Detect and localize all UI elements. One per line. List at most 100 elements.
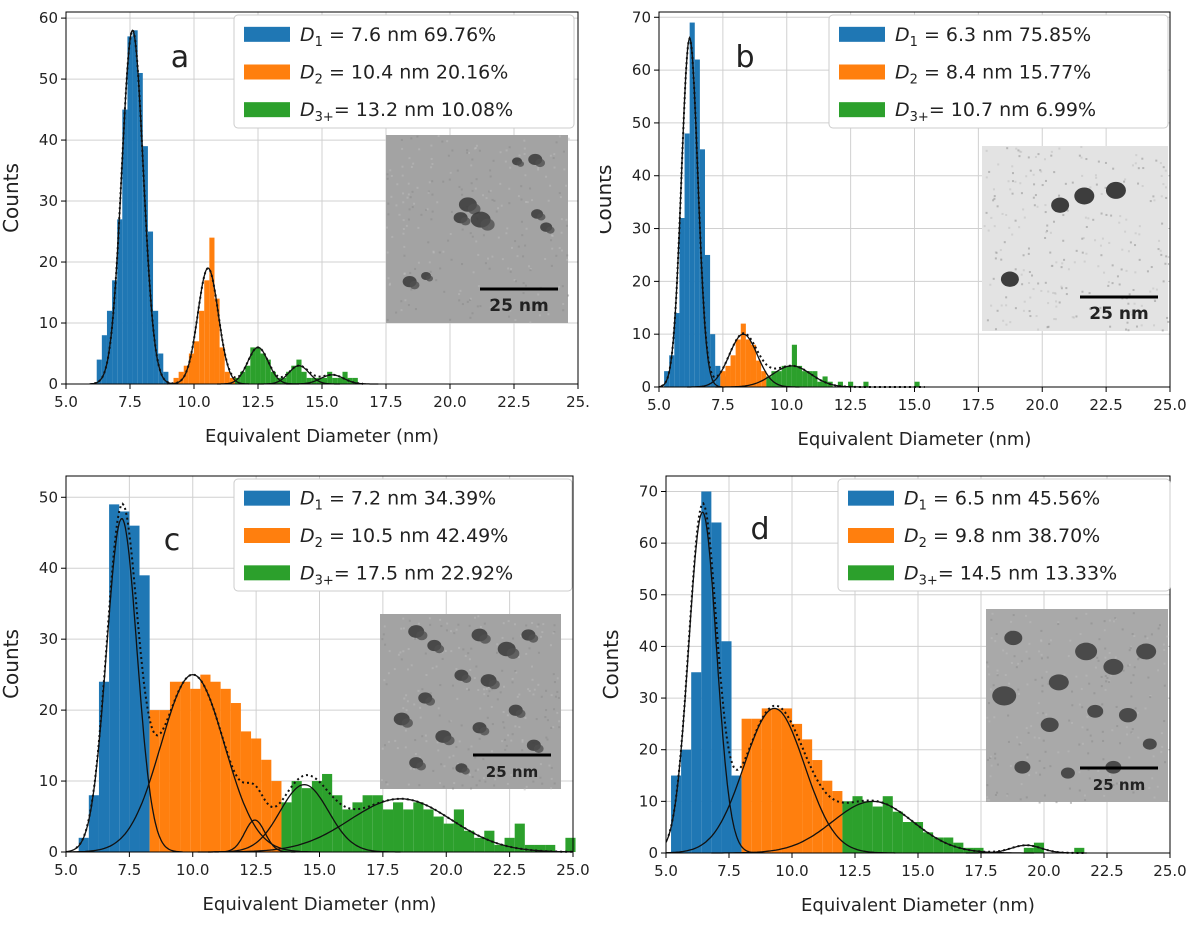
histogram-bar-d3plus — [796, 365, 803, 387]
histogram-bar-d2 — [741, 718, 752, 853]
histogram-bar-d3plus — [802, 371, 808, 387]
tem-inset-image — [386, 135, 570, 324]
histogram-bar-d2 — [802, 739, 813, 853]
legend-entry: D3+= 17.5 nm 22.92% — [300, 562, 513, 588]
histogram-bar-d3plus — [433, 816, 444, 852]
histogram-bar-d2 — [214, 298, 220, 384]
tem-inset-image — [380, 614, 561, 791]
y-tick-label: 40 — [39, 131, 58, 149]
histogram-bar-d3plus — [342, 809, 353, 852]
histogram-bar-d2 — [240, 731, 252, 852]
scale-bar-label: 25 nm — [1093, 776, 1145, 794]
x-axis-label: Equivalent Diameter (nm) — [205, 426, 439, 447]
plot-frame — [65, 475, 574, 853]
gaussian-fit-line — [658, 37, 723, 388]
legend-entry: D1 = 7.2 nm 34.39% — [300, 488, 496, 514]
histogram-bar-d1 — [112, 280, 118, 384]
x-tick-label: 20.0 — [433, 393, 466, 411]
histogram-bar-d3plus — [301, 371, 307, 384]
histogram-bar-d1 — [142, 146, 148, 384]
gaussian-fit-line — [66, 673, 320, 853]
histogram-bar-d1 — [101, 335, 107, 384]
histogram-bar-d2 — [180, 681, 191, 852]
histogram-bar-d3plus — [234, 377, 241, 384]
y-tick-label: 50 — [39, 70, 58, 88]
x-tick-label: 15.0 — [303, 861, 336, 879]
plot-frame — [65, 11, 579, 385]
histogram-bar-d3plus — [842, 801, 853, 853]
histogram-bar-d1 — [691, 672, 702, 853]
histogram-bar-d2 — [251, 738, 262, 852]
x-tick-label: 10.0 — [176, 861, 209, 879]
y-tick-label: 10 — [39, 314, 58, 332]
histogram-bar-d3plus — [306, 377, 312, 384]
histogram-bar-d3plus — [912, 822, 924, 853]
x-tick-label: 12.5 — [241, 393, 274, 411]
chart-svg-a: 5.0 7.5 10.0 12.5 15.0 17.5 20.0 22.5 25. 0 10 20 30… — [0, 9, 590, 447]
histogram-bar-d3plus — [382, 809, 394, 852]
histogram-bar-d2 — [745, 339, 751, 387]
histogram-bar-d1 — [88, 795, 99, 852]
x-tick-label: 25. — [566, 393, 590, 411]
histogram-bar-d3plus — [463, 830, 475, 852]
y-axis-label: Counts — [600, 630, 623, 700]
histogram-bar-d3plus — [352, 377, 358, 384]
histogram-bar-d2 — [209, 237, 215, 384]
histogram-bar-d3plus — [255, 347, 261, 384]
histogram-bar-d1 — [684, 133, 690, 387]
histogram-bar-d2 — [219, 347, 225, 384]
histogram-bar-d3plus — [240, 371, 246, 384]
chart-svg-c: 5.0 7.5 10.0 12.5 15.0 17.5 20.0 22.5 25.0 0 10 20 3… — [0, 475, 590, 915]
y-tick-label: 10 — [639, 792, 658, 810]
y-tick-label: 10 — [632, 325, 651, 343]
histogram-bar-d1 — [710, 334, 716, 387]
gaussian-fit-line — [65, 518, 183, 853]
legend-box — [233, 14, 575, 129]
y-tick-label: 0 — [641, 378, 651, 396]
histogram-bar-d3plus — [372, 795, 383, 852]
histogram-bar-d1 — [117, 219, 123, 384]
y-tick-label: 70 — [639, 482, 658, 500]
legend-entry: D2 = 10.5 nm 42.49% — [300, 525, 508, 551]
x-tick-label: 20.0 — [1027, 862, 1060, 880]
histogram-bar-d1 — [711, 522, 722, 853]
histogram-bar-d3plus — [943, 837, 954, 853]
histogram-bar-d3plus — [291, 365, 297, 384]
histogram-bar-d3plus — [484, 830, 495, 852]
x-tick-label: 5.0 — [647, 396, 671, 414]
histogram-bar-d1 — [139, 575, 150, 852]
gaussian-fit-line — [715, 365, 869, 388]
histogram-bar-d1 — [158, 353, 164, 384]
histogram-bar-d3plus — [872, 806, 883, 853]
histogram-bar-d1 — [147, 231, 154, 384]
chart-panel-a: 5.0 7.5 10.0 12.5 15.0 17.5 20.0 22.5 25. 0 10 20 30… — [0, 0, 600, 463]
legend-entry: D3+= 14.5 nm 13.33% — [904, 562, 1117, 588]
histogram-bar-d3plus — [902, 822, 913, 853]
histogram-bar-d3plus — [494, 844, 505, 852]
x-tick-label: 7.5 — [118, 393, 142, 411]
gaussian-fit-line — [665, 707, 896, 854]
x-tick-label: 7.5 — [711, 396, 735, 414]
histogram-bar-d1 — [681, 749, 692, 853]
legend-entry: D2 = 8.4 nm 15.77% — [895, 62, 1091, 88]
histogram-bar-d3plus — [342, 371, 348, 384]
histogram-bar-d3plus — [291, 781, 302, 852]
x-tick-label: 22.5 — [497, 393, 530, 411]
histogram-bar-d3plus — [286, 371, 292, 384]
histogram-bar-d3plus — [413, 802, 424, 852]
histogram-bar-d3plus — [352, 802, 363, 852]
histogram-bar-d2 — [751, 718, 762, 853]
x-tick-label: 10.0 — [770, 396, 803, 414]
histogram-bar-d1 — [689, 22, 695, 387]
histogram-bar-d3plus — [1023, 847, 1034, 853]
x-tick-label: 17.5 — [962, 396, 995, 414]
legend-swatch — [244, 565, 290, 581]
histogram-bar-d2 — [149, 710, 160, 852]
chart-panel-c: 5.0 7.5 10.0 12.5 15.0 17.5 20.0 22.5 25.0 0 10 20 3… — [0, 463, 600, 926]
y-tick-label: 60 — [639, 534, 658, 552]
histogram-bar-d3plus — [504, 837, 515, 852]
histogram-bar-d2 — [210, 681, 221, 852]
histogram-bar-d3plus — [322, 377, 328, 384]
scale-bar-label: 25 nm — [1089, 304, 1148, 324]
histogram-bar-d2 — [822, 780, 833, 853]
